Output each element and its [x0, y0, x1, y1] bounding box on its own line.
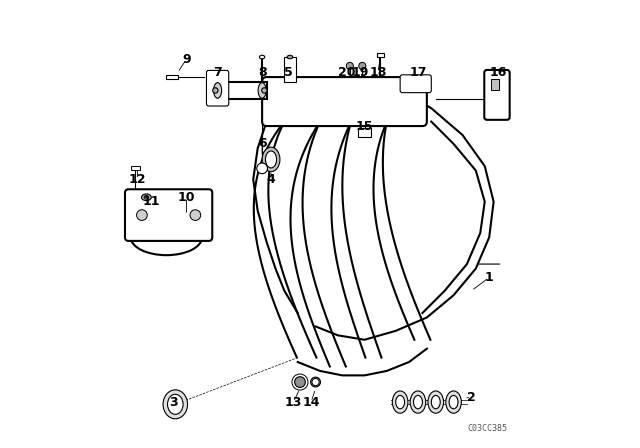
Ellipse shape: [258, 82, 266, 98]
Text: 13: 13: [285, 396, 302, 409]
Circle shape: [346, 62, 353, 69]
Circle shape: [257, 163, 268, 174]
Circle shape: [136, 210, 147, 220]
Ellipse shape: [262, 88, 267, 93]
Text: 1: 1: [485, 271, 493, 284]
Text: 17: 17: [409, 66, 427, 79]
Text: 4: 4: [267, 173, 275, 186]
Circle shape: [312, 379, 319, 386]
Ellipse shape: [168, 394, 183, 414]
Text: 7: 7: [213, 66, 222, 79]
Ellipse shape: [428, 391, 444, 413]
Ellipse shape: [431, 396, 440, 409]
Ellipse shape: [410, 391, 426, 413]
Ellipse shape: [214, 82, 221, 98]
Circle shape: [190, 210, 201, 220]
Text: C03CC385: C03CC385: [467, 424, 507, 433]
Ellipse shape: [141, 194, 151, 201]
Ellipse shape: [310, 377, 321, 387]
Text: 6: 6: [258, 138, 266, 151]
Ellipse shape: [413, 396, 422, 409]
Text: 12: 12: [129, 173, 146, 186]
Text: 9: 9: [182, 53, 191, 66]
Ellipse shape: [287, 55, 292, 59]
Ellipse shape: [396, 396, 404, 409]
Text: 10: 10: [178, 191, 195, 204]
Text: 15: 15: [356, 120, 373, 133]
Text: 5: 5: [284, 66, 293, 79]
Ellipse shape: [259, 55, 265, 59]
Bar: [376, 53, 383, 57]
Bar: [358, 128, 371, 137]
Circle shape: [294, 377, 305, 388]
Text: 3: 3: [169, 396, 177, 409]
Text: 14: 14: [302, 396, 320, 409]
Bar: [491, 79, 499, 90]
Circle shape: [359, 62, 366, 69]
Text: 20: 20: [338, 66, 355, 79]
Ellipse shape: [449, 396, 458, 409]
Text: 16: 16: [490, 66, 507, 79]
FancyBboxPatch shape: [125, 189, 212, 241]
FancyBboxPatch shape: [262, 77, 427, 126]
Ellipse shape: [392, 391, 408, 413]
FancyBboxPatch shape: [400, 75, 431, 93]
Ellipse shape: [212, 88, 218, 93]
Bar: [131, 166, 140, 170]
Text: 11: 11: [142, 195, 159, 208]
Bar: [213, 82, 267, 99]
Text: 2: 2: [467, 391, 476, 404]
Ellipse shape: [163, 390, 188, 419]
Ellipse shape: [262, 147, 280, 172]
Text: 19: 19: [351, 66, 369, 79]
Bar: [284, 57, 296, 82]
FancyBboxPatch shape: [484, 70, 509, 120]
Text: 18: 18: [369, 66, 387, 79]
Ellipse shape: [144, 195, 148, 199]
Ellipse shape: [266, 151, 276, 168]
Bar: [166, 75, 177, 79]
FancyBboxPatch shape: [207, 70, 228, 106]
Text: 8: 8: [258, 66, 266, 79]
Ellipse shape: [446, 391, 461, 413]
